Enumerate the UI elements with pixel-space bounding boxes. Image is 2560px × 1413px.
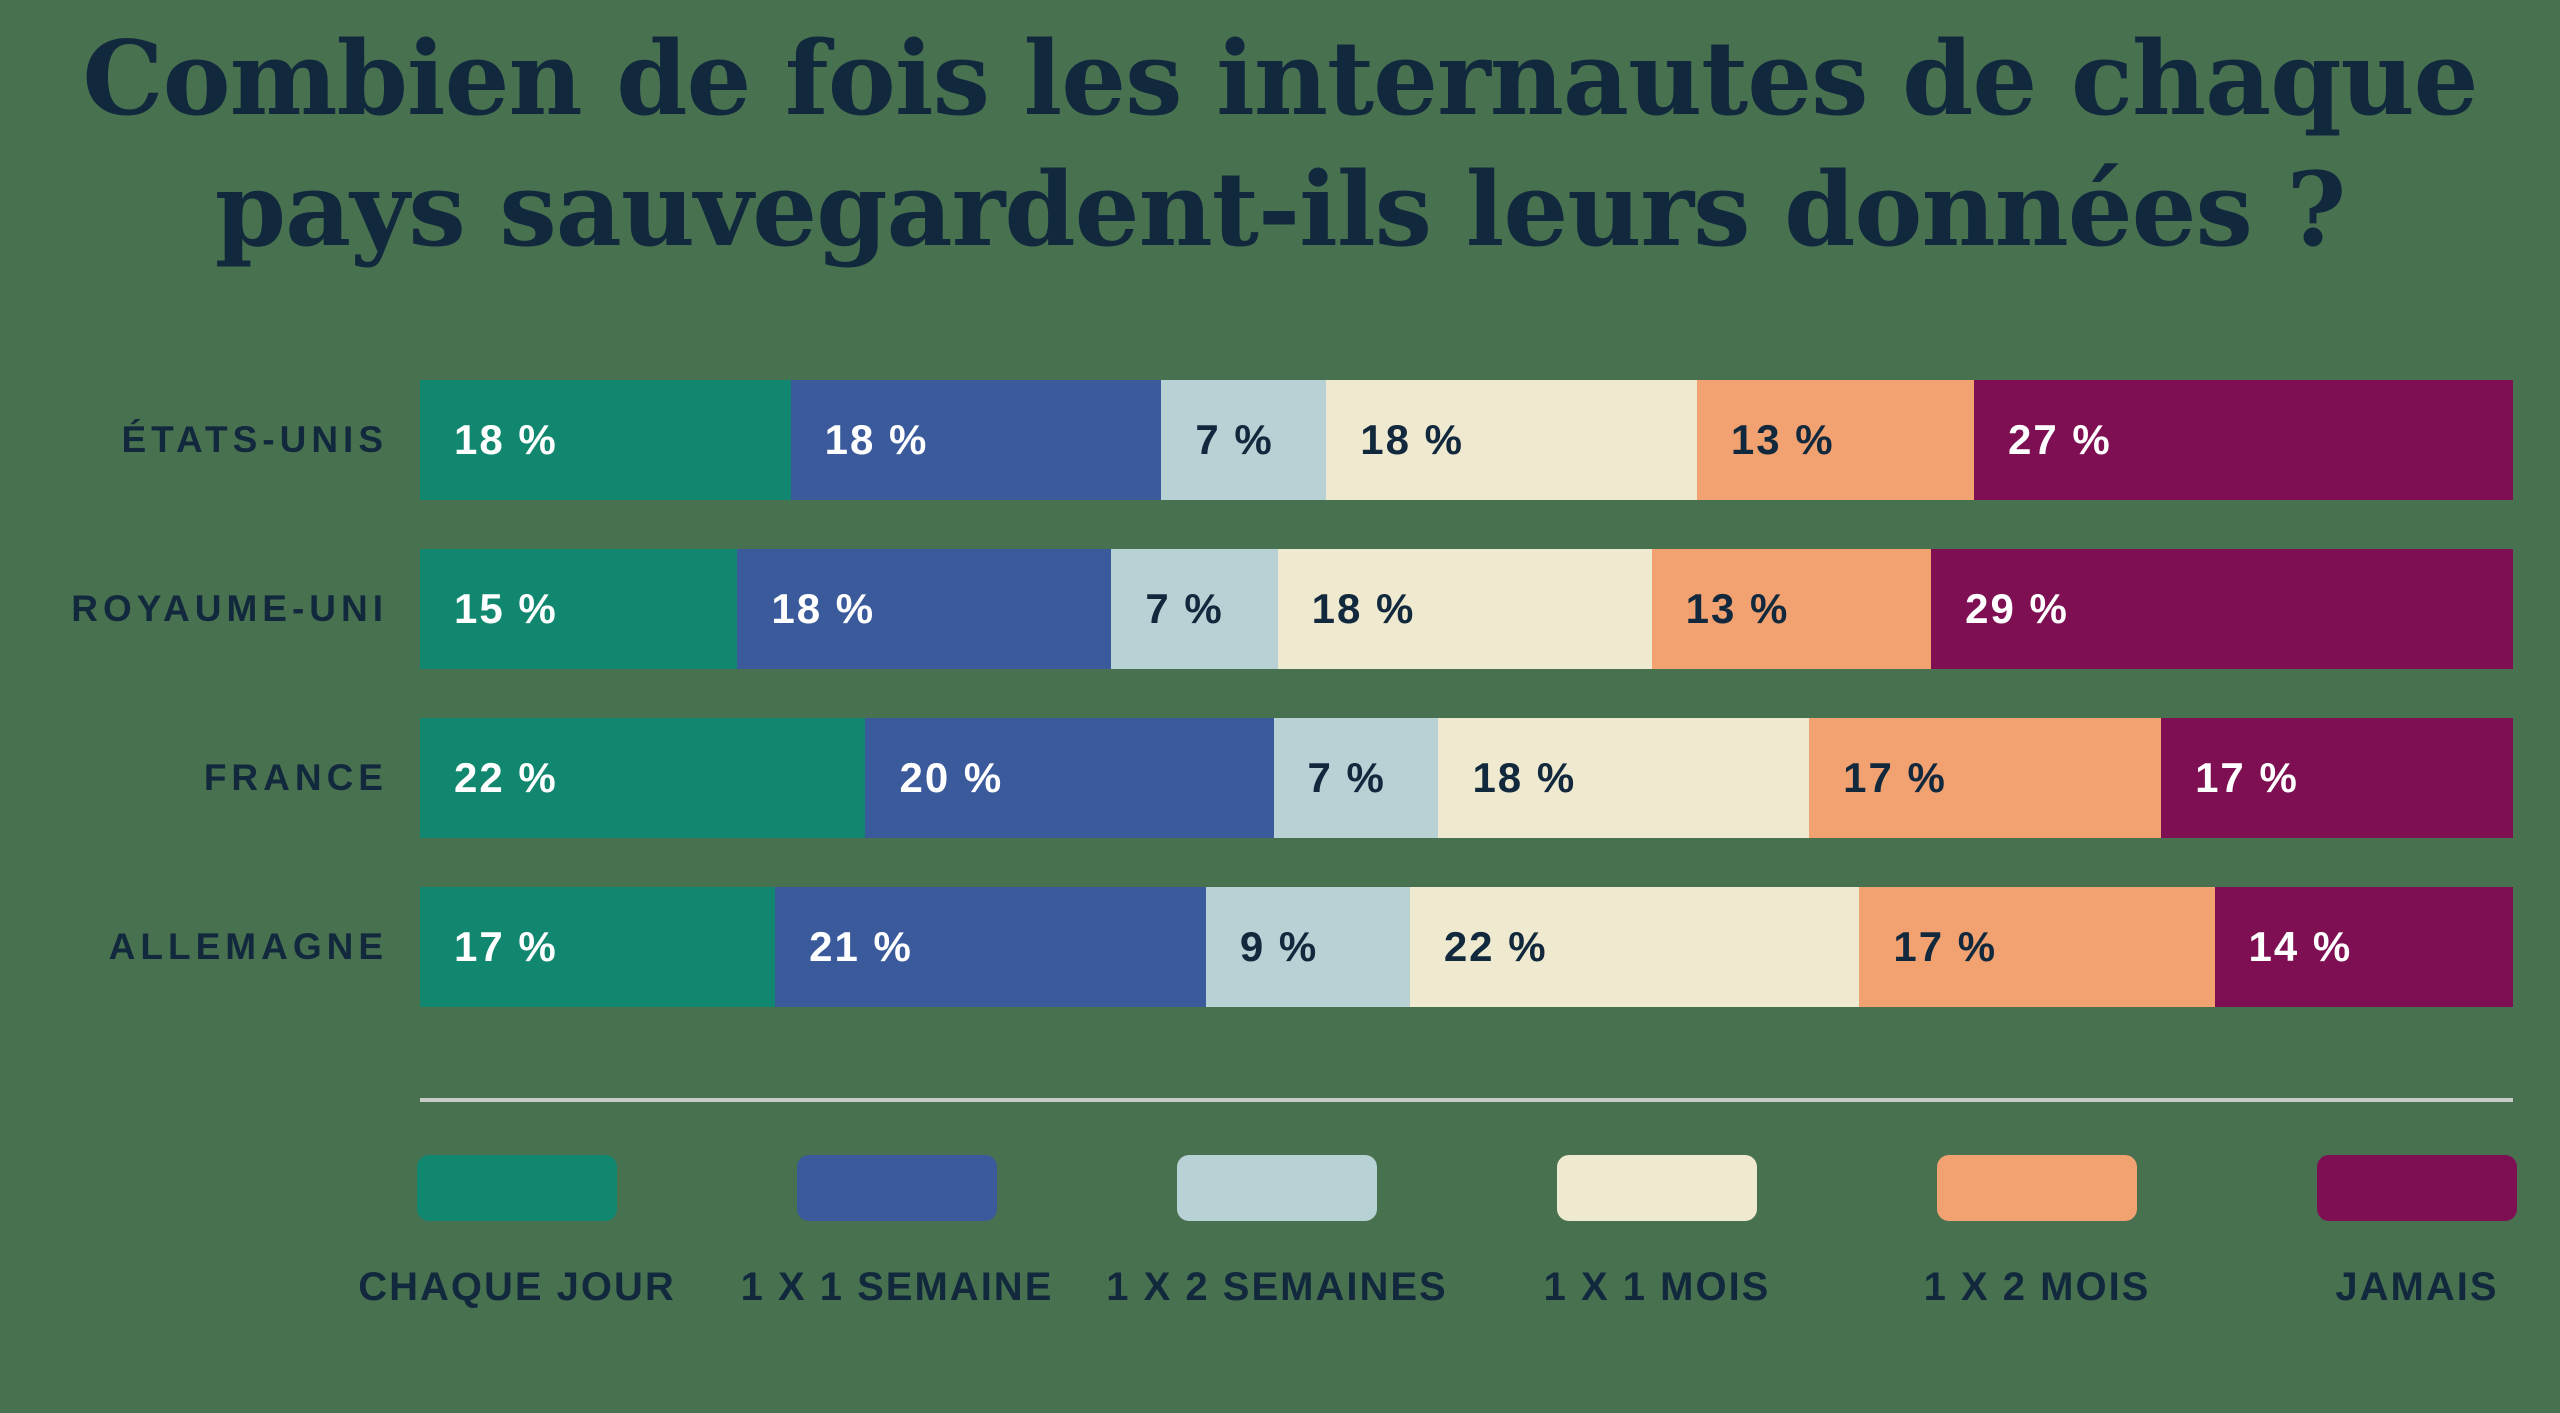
segment-value-label: 20 % [899, 754, 1004, 801]
segment-value-label: 7 % [1195, 416, 1274, 463]
bar-segment: 20 % [865, 718, 1274, 838]
legend-label: 1 X 2 MOIS [1923, 1265, 2151, 1309]
legend-color-swatch [2317, 1155, 2517, 1221]
segment-value-label: 18 % [824, 416, 929, 463]
bar-row: ÉTATS-UNIS 18 % 18 % 7 % 18 % 13 % 27 % [0, 380, 2514, 500]
chart-title-line-1: Combien de fois les internautes de chaqu… [82, 19, 2478, 139]
segment-value-label: 22 % [1443, 923, 1548, 970]
chart-legend: CHAQUE JOUR 1 X 1 SEMAINE 1 X 2 SEMAINES 1 … [0, 1155, 2560, 1355]
legend-item: JAMAIS [2227, 1155, 2560, 1310]
segment-value-label: 22 % [454, 754, 558, 801]
segment-value-label: 15 % [454, 585, 558, 632]
bar-segment: 7 % [1111, 549, 1278, 669]
legend-item: 1 X 1 SEMAINE [707, 1155, 1087, 1310]
segment-value-label: 17 % [1843, 754, 1947, 801]
stacked-bar-chart: ÉTATS-UNIS 18 % 18 % 7 % 18 % 13 % 27 % ROYAUME… [0, 380, 2514, 1056]
segment-value-label: 17 % [454, 923, 558, 970]
legend-label: 1 X 2 SEMAINES [1106, 1265, 1448, 1309]
bar-segment: 22 % [1409, 887, 1860, 1007]
bar-segment: 27 % [1974, 380, 2514, 500]
country-label: FRANCE [203, 757, 388, 798]
stacked-bar: 18 % 18 % 7 % 18 % 13 % 27 % [420, 380, 2514, 500]
legend-label: JAMAIS [2335, 1265, 2499, 1309]
segment-value-label: 18 % [454, 416, 558, 463]
segment-value-label: 13 % [1685, 585, 1790, 632]
bar-segment: 13 % [1696, 380, 1975, 500]
bar-segment: 14 % [2214, 887, 2513, 1007]
segment-value-label: 27 % [2008, 416, 2112, 463]
legend-item: CHAQUE JOUR [327, 1155, 707, 1310]
legend-color-swatch [1177, 1155, 1377, 1221]
country-label: ÉTATS-UNIS [121, 419, 388, 460]
legend-divider-line [420, 1098, 2513, 1102]
segment-value-label: 18 % [1311, 585, 1416, 632]
bar-segment: 15 % [420, 549, 738, 669]
bar-row: FRANCE 22 % 20 % 7 % 18 % 17 % 17 % [0, 718, 2514, 838]
bar-row: ALLEMAGNE 17 % 21 % 9 % 22 % 17 % 14 % [0, 887, 2513, 1007]
segment-value-label: 18 % [771, 585, 876, 632]
stacked-bar: 22 % 20 % 7 % 18 % 17 % 17 % [420, 718, 2514, 838]
bar-segment: 18 % [1438, 718, 1810, 838]
bar-segment: 9 % [1205, 887, 1410, 1007]
legend-color-swatch [417, 1155, 617, 1221]
segment-value-label: 18 % [1360, 416, 1464, 463]
chart-title-line-2: pays sauvegardent-ils leurs données ? [214, 149, 2346, 270]
stacked-bar: 17 % 21 % 9 % 22 % 17 % 14 % [420, 887, 2513, 1007]
legend-label: CHAQUE JOUR [358, 1265, 676, 1309]
bar-segment: 21 % [775, 887, 1206, 1007]
legend-label: 1 X 1 SEMAINE [740, 1265, 1054, 1309]
segment-value-label: 29 % [1965, 585, 2069, 632]
legend-label: 1 X 1 MOIS [1543, 1265, 1771, 1309]
segment-value-label: 7 % [1307, 754, 1386, 801]
legend-color-swatch [1557, 1155, 1757, 1221]
segment-value-label: 18 % [1472, 754, 1577, 801]
legend-item: 1 X 1 MOIS [1467, 1155, 1847, 1310]
segment-value-label: 14 % [2248, 923, 2353, 970]
bar-segment: 18 % [790, 380, 1162, 500]
country-label: ROYAUME-UNI [71, 588, 388, 629]
segment-value-label: 13 % [1730, 416, 1835, 463]
bar-segment: 17 % [420, 887, 776, 1007]
bar-segment: 7 % [1273, 718, 1439, 838]
bar-segment: 17 % [1859, 887, 2215, 1007]
segment-value-label: 17 % [2195, 754, 2299, 801]
bar-segment: 13 % [1651, 549, 1932, 669]
stacked-bar: 15 % 18 % 7 % 18 % 13 % 29 % [420, 549, 2513, 669]
segment-value-label: 9 % [1239, 923, 1319, 970]
bar-segment: 7 % [1161, 380, 1327, 500]
bar-row: ROYAUME-UNI 15 % 18 % 7 % 18 % 13 % 29 % [0, 549, 2513, 669]
segment-value-label: 17 % [1893, 923, 1998, 970]
bar-segment: 18 % [737, 549, 1112, 669]
bar-segment: 18 % [420, 380, 791, 500]
segment-value-label: 7 % [1145, 585, 1224, 632]
legend-item: 1 X 2 MOIS [1847, 1155, 2227, 1310]
legend-item: 1 X 2 SEMAINES [1087, 1155, 1467, 1310]
chart-title: Combien de fois les internautes de chaqu… [0, 0, 2560, 275]
segment-value-label: 21 % [809, 923, 913, 970]
bar-segment: 17 % [1809, 718, 2162, 838]
legend-color-swatch [797, 1155, 997, 1221]
bar-segment: 17 % [2161, 718, 2514, 838]
bar-segment: 18 % [1326, 380, 1697, 500]
bar-segment: 29 % [1931, 549, 2513, 669]
country-label: ALLEMAGNE [108, 926, 388, 967]
bar-segment: 18 % [1277, 549, 1652, 669]
bar-segment: 22 % [420, 718, 866, 838]
legend-color-swatch [1937, 1155, 2137, 1221]
